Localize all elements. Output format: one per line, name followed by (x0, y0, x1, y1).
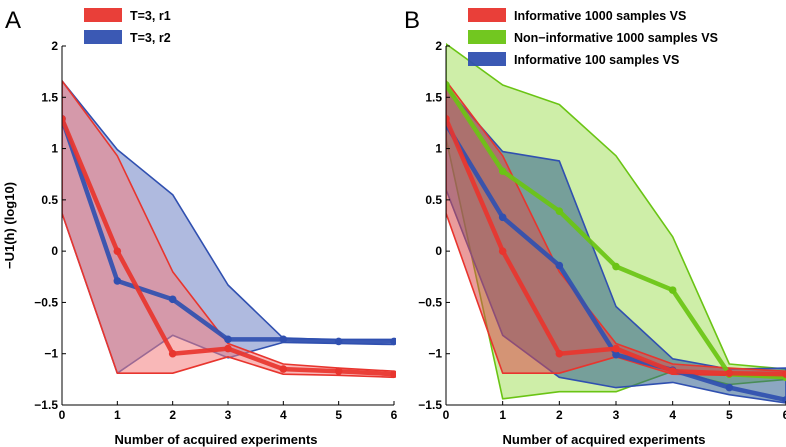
x-tick-label: 0 (59, 408, 66, 422)
data-point (555, 349, 564, 358)
data-point (446, 81, 450, 89)
data-point (168, 349, 177, 358)
y-tick-label: 2 (51, 39, 58, 53)
y-tick-label: 0 (435, 244, 442, 258)
x-tick-label: 5 (726, 408, 733, 422)
data-point (62, 115, 66, 123)
legend-label: Non−informative 1000 samples VS (514, 31, 718, 45)
data-point (782, 370, 786, 379)
x-tick-label: 3 (225, 408, 232, 422)
x-tick-label: 5 (335, 408, 342, 422)
x-axis-label: Number of acquired experiments (503, 432, 706, 447)
data-point (612, 262, 620, 271)
x-tick-label: 2 (556, 408, 563, 422)
y-tick-label: 2 (435, 39, 442, 53)
data-point (113, 277, 122, 285)
y-tick-label: 0.5 (425, 193, 442, 207)
data-point (668, 367, 677, 375)
plot-area (446, 43, 786, 404)
legend: T=3, r1 T=3, r2 (84, 8, 171, 45)
x-tick-label: 6 (783, 408, 786, 422)
x-tick-label: 6 (391, 408, 398, 422)
y-tick-label: −0.5 (34, 295, 58, 309)
data-point (555, 207, 564, 215)
data-point (668, 286, 677, 294)
y-tick-label: 0.5 (41, 193, 58, 207)
x-axis-label: Number of acquired experiments (115, 432, 318, 447)
legend-swatch (468, 8, 506, 22)
data-point (498, 247, 507, 255)
legend-swatch (468, 52, 506, 66)
y-tick-label: 1.5 (425, 90, 442, 104)
legend-label: T=3, r2 (130, 31, 171, 45)
legend-label: Informative 1000 samples VS (514, 9, 686, 23)
chart-panel-a: A 0 1 2 3 4 5 6 −1.5 −1 −0.5 0 0.5 1 1.5 2 Number of acq… (2, 7, 398, 447)
y-tick-label: 0 (51, 244, 58, 258)
data-point (224, 335, 232, 344)
data-point (113, 247, 122, 255)
x-tick-label: 1 (114, 408, 121, 422)
y-axis-label: −U1(h) (log10) (2, 182, 17, 269)
y-tick-label: −1 (44, 347, 58, 361)
data-point (279, 365, 288, 373)
data-point (224, 344, 232, 353)
legend-swatch (84, 8, 122, 22)
data-point (782, 396, 786, 404)
data-point (390, 370, 396, 379)
x-tick-label: 1 (499, 408, 506, 422)
x-tick-label: 0 (443, 408, 450, 422)
legend-label: Informative 100 samples VS (514, 53, 679, 67)
data-point (612, 350, 620, 359)
legend: Informative 1000 samples VS Non−informati… (468, 8, 718, 67)
y-tick-label: −1 (428, 347, 442, 361)
chart-panel-b: B 0 1 2 3 4 5 6 −1.5 −1 −0.5 0 0.5 1 1.5 2 Number of acq… (404, 7, 786, 447)
x-tick-label: 4 (669, 408, 676, 422)
y-tick-label: 1.5 (41, 90, 58, 104)
data-point (555, 261, 564, 270)
y-tick-label: −1.5 (418, 398, 442, 412)
legend-swatch (468, 30, 506, 44)
data-point (334, 337, 343, 346)
data-point (725, 383, 734, 392)
data-point (612, 344, 620, 353)
data-point (725, 369, 734, 378)
data-point (498, 167, 507, 175)
data-point (390, 337, 396, 346)
y-tick-label: 1 (435, 142, 442, 156)
y-tick-label: −0.5 (418, 295, 442, 309)
x-tick-label: 3 (613, 408, 620, 422)
x-tick-label: 4 (280, 408, 287, 422)
data-point (168, 295, 177, 304)
legend-swatch (84, 30, 122, 44)
panel-label: A (5, 7, 21, 34)
data-point (446, 115, 450, 123)
y-tick-label: 1 (51, 142, 58, 156)
panel-label: B (404, 7, 420, 34)
data-point (279, 335, 288, 344)
plot-area (62, 80, 396, 379)
legend-label: T=3, r1 (130, 9, 171, 23)
x-tick-label: 2 (169, 408, 176, 422)
data-point (334, 367, 343, 375)
y-tick-label: −1.5 (34, 398, 58, 412)
data-point (498, 213, 507, 222)
